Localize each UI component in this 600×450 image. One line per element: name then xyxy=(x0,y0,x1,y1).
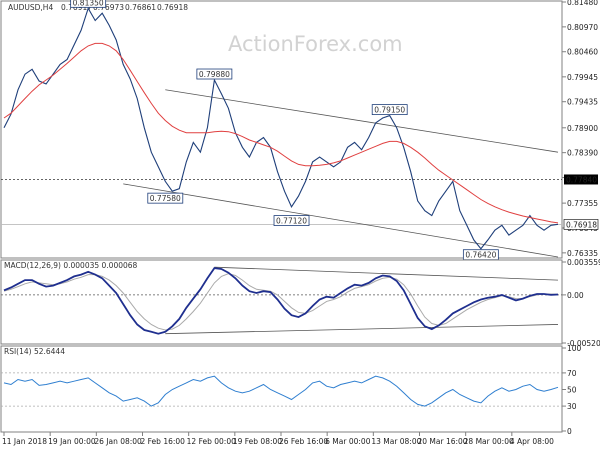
rsi-axis-label: 50 xyxy=(567,386,577,395)
price-panel-frame xyxy=(0,0,563,259)
price-annotation-box xyxy=(196,68,233,80)
rsi-axis-label: 0 xyxy=(567,427,572,436)
time-axis-label: 2 Feb 16:00 xyxy=(141,437,186,446)
rsi-axis-label: 30 xyxy=(567,402,577,411)
price-axis-label: 0.76335 xyxy=(567,249,598,258)
channel-trendline xyxy=(165,89,559,153)
price-series-line xyxy=(3,6,559,250)
time-axis-label: 11 Jan 2018 xyxy=(2,437,47,446)
time-axis-label: 19 Feb 08:00 xyxy=(233,437,282,446)
price-axis-label: 0.78900 xyxy=(567,124,598,133)
price-annotation-label: 0.77120 xyxy=(276,217,307,226)
macd-axis-label: 0.00 xyxy=(567,291,584,300)
price-annotation-box xyxy=(70,0,107,8)
price-axis-label: 0.78390 xyxy=(567,149,598,158)
macd-axis-label: 0.003559 xyxy=(567,258,600,267)
ohlc-close: 0.76918 xyxy=(157,3,188,12)
macd-axis-label: -0.005207 xyxy=(567,339,600,348)
macd-trendline xyxy=(214,266,559,281)
price-annotation-box xyxy=(147,192,184,204)
time-axis-label: 19 Jan 00:00 xyxy=(48,437,96,446)
channel-trendline xyxy=(123,183,559,258)
rsi-axis-label: 70 xyxy=(567,369,577,378)
ohlc-high: 0.76973 xyxy=(93,3,124,12)
time-axis-label: 26 Jan 08:00 xyxy=(94,437,142,446)
level-price-tag xyxy=(564,174,598,185)
time-axis-label: 20 Mar 16:00 xyxy=(418,437,468,446)
price-axis-label: 0.79945 xyxy=(567,73,598,82)
price-annotation-label: 0.76420 xyxy=(465,251,496,260)
price-panel: ActionForex.com AUDUSD,H4 0.76917 0.7697… xyxy=(0,0,599,261)
price-annotation-box xyxy=(273,215,310,226)
time-axis-label: 4 Apr 08:00 xyxy=(510,437,554,446)
price-annotation-label: 0.81350 xyxy=(73,0,104,7)
rsi-plot-area xyxy=(1,372,562,407)
price-annotation-box xyxy=(371,104,408,116)
price-axis-label: 0.77355 xyxy=(567,199,598,208)
price-plot-area: 0.81350 0.79880 0.77580 0.79150 0.77120 0.764… xyxy=(1,0,562,261)
macd-panel: MACD(12,26,9) 0.000035 0.000068 0.003559… xyxy=(0,258,600,348)
macd-axis: 0.003559 0.00 -0.005207 xyxy=(562,258,600,348)
price-axis-label: 0.79435 xyxy=(567,98,598,107)
symbol-label: AUDUSD,H4 xyxy=(8,3,53,12)
current-price-tag xyxy=(563,219,599,230)
moving_average-series-line xyxy=(3,42,559,224)
time-axis-label: 6 Mar 00:00 xyxy=(325,437,371,446)
rsi-axis: 100 70 50 30 0 xyxy=(562,344,582,436)
level-price-label: 0.77840 xyxy=(566,175,597,184)
price-axis-label: 0.80970 xyxy=(567,23,598,32)
time-axis-label: 26 Feb 16:00 xyxy=(279,437,328,446)
rsi-title: RSI(14) 52.6444 xyxy=(4,347,65,356)
macd-trendline xyxy=(165,324,559,335)
watermark: ActionForex.com xyxy=(228,32,403,56)
price-annotation-label: 0.79880 xyxy=(199,70,230,79)
macd-series-line xyxy=(3,267,559,335)
rsi-panel: RSI(14) 52.6444 100 70 50 30 0 xyxy=(0,344,582,436)
price-axis-label: 0.80460 xyxy=(567,48,598,57)
price-annotation-label: 0.77580 xyxy=(150,194,181,203)
rsi-series-line xyxy=(3,375,559,407)
ohlc-low: 0.76861 xyxy=(125,3,156,12)
time-axis-label: 13 Mar 08:00 xyxy=(371,437,421,446)
price-axis-label: 0.81480 xyxy=(567,0,598,7)
macd-panel-frame xyxy=(0,259,563,345)
time-axis-label: 12 Feb 00:00 xyxy=(187,437,236,446)
rsi-axis-label: 100 xyxy=(567,344,582,353)
time-axis-label: 28 Mar 00:00 xyxy=(464,437,514,446)
current-price-label: 0.76918 xyxy=(566,220,597,229)
price-annotation-label: 0.79150 xyxy=(374,106,405,115)
price-axis: 0.81480 0.80970 0.80460 0.79945 0.79435 0.789… xyxy=(562,0,599,258)
macd-title: MACD(12,26,9) 0.000035 0.000068 xyxy=(4,261,138,270)
macd-plot-area xyxy=(1,266,562,335)
